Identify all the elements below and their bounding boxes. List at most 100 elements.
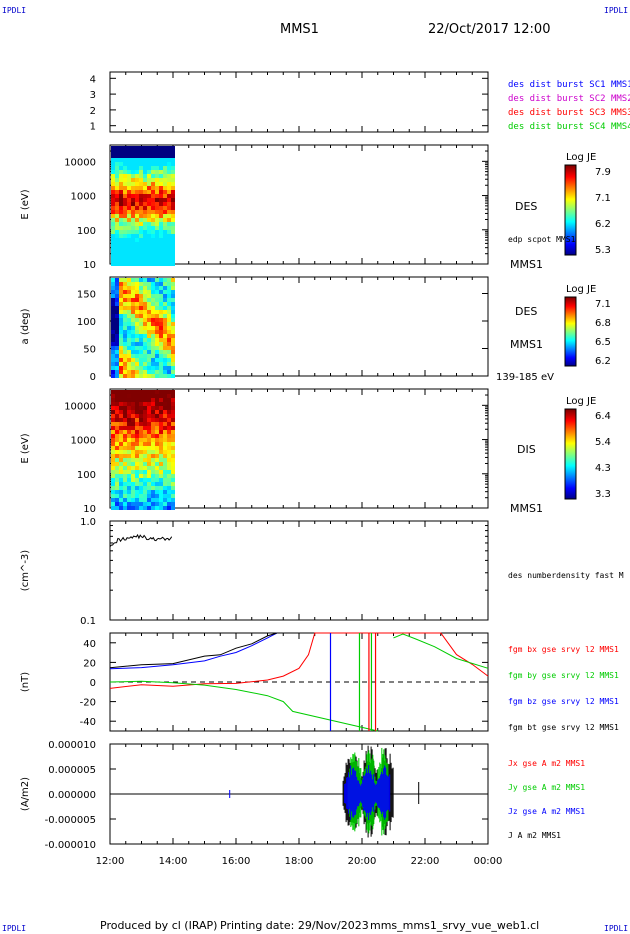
colorbar-title: Log JE [566,152,596,163]
heatmap-cell [119,242,123,246]
heatmap-cell [119,310,123,314]
heatmap-cell [159,430,163,434]
heatmap-cell [171,354,175,358]
heatmap-cell [111,414,115,418]
heatmap-cell [155,506,159,510]
heatmap-cell [151,214,155,218]
colorbar-cell [565,321,576,322]
heatmap-cell [123,326,127,330]
heatmap-cell [131,234,135,238]
heatmap-cell [143,474,147,478]
colorbar-frame [564,296,577,367]
heatmap-cell [123,282,127,286]
heatmap-cell [115,494,119,498]
heatmap-cell [123,410,127,414]
heatmap-cell [131,306,135,310]
heatmap-cell [123,298,127,302]
heatmap-cell [119,214,123,218]
heatmap-cell [155,194,159,198]
heatmap-cell [111,194,115,198]
heatmap-cell [139,174,143,178]
heatmap-cell [135,182,139,186]
heatmap-cell [151,178,155,182]
heatmap-cell [111,290,115,294]
heatmap-cell [127,214,131,218]
heatmap-cell [127,278,131,282]
heatmap-cell [171,438,175,442]
heatmap-cell [115,326,119,330]
heatmap-cell [155,154,159,158]
heatmap-cell [111,434,115,438]
heatmap-cell [147,362,151,366]
heatmap-cell [155,234,159,238]
heatmap-cell [147,402,151,406]
heatmap-cell [143,282,147,286]
heatmap-cell [167,246,171,250]
heatmap-cell [115,298,119,302]
heatmap-cell [171,302,175,306]
heatmap-cell [171,306,175,310]
heatmap-cell [115,442,119,446]
y-tick-label: 100 [77,317,96,328]
heatmap-cell [135,206,139,210]
heatmap-cell [171,418,175,422]
heatmap-cell [159,502,163,506]
heatmap-cell [119,442,123,446]
heatmap-cell [135,482,139,486]
heatmap-cell [151,442,155,446]
heatmap-cell [147,398,151,402]
heatmap-cell [155,178,159,182]
heatmap-cell [115,206,119,210]
heatmap-cell [135,354,139,358]
colorbar-cell [565,472,576,473]
colorbar-cell [565,458,576,459]
heatmap-cell [123,158,127,162]
footer-file: mms_mms1_srvy_vue_web1.cl [370,919,540,932]
heatmap-cell [159,390,163,394]
heatmap-cell [147,446,151,450]
heatmap-cell [111,442,115,446]
heatmap-cell [143,170,147,174]
y-tick-label: 10000 [64,157,96,168]
heatmap-cell [171,298,175,302]
colorbar-cell [565,213,576,214]
heatmap-cell [115,466,119,470]
heatmap-cell [123,170,127,174]
heatmap-cell [151,450,155,454]
heatmap-cell [111,362,115,366]
heatmap-cell [119,454,123,458]
heatmap-cell [119,494,123,498]
colorbar-tick-label: 4.3 [595,463,611,474]
heatmap-cell [147,286,151,290]
heatmap-cell [151,234,155,238]
heatmap-cell [131,242,135,246]
heatmap-cell [131,298,135,302]
heatmap-cell [163,338,167,342]
heatmap-cell [159,446,163,450]
heatmap-cell [151,202,155,206]
heatmap-cell [139,482,143,486]
heatmap-cell [171,146,175,150]
colorbar-cell [565,305,576,306]
heatmap-cell [147,226,151,230]
heatmap-cell [171,198,175,202]
heatmap-cell [127,434,131,438]
heatmap-cell [143,478,147,482]
heatmap-cell [143,306,147,310]
colorbar-cell [565,299,576,300]
colorbar-cell [565,197,576,198]
heatmap-cell [123,486,127,490]
heatmap-cell [123,478,127,482]
heatmap-cell [155,462,159,466]
heatmap-cell [127,286,131,290]
heatmap-cell [131,338,135,342]
heatmap-cell [135,298,139,302]
colorbar-cell [565,416,576,417]
heatmap-cell [111,258,115,262]
heatmap-cell [135,278,139,282]
colorbar-cell [565,352,576,353]
heatmap-cell [135,374,139,378]
heatmap-cell [139,170,143,174]
heatmap-cell [135,194,139,198]
heatmap-cell [123,278,127,282]
